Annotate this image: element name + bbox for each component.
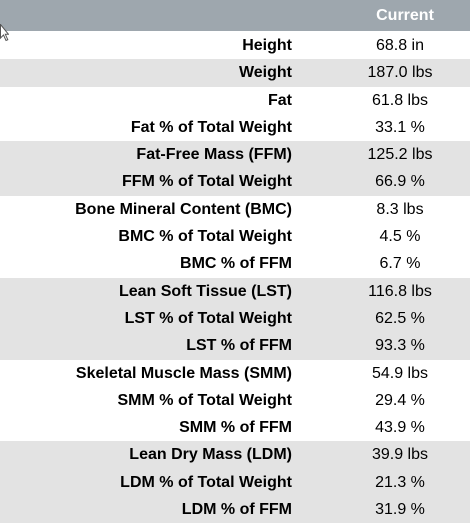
- row-label: LDM % of FFM: [181, 501, 292, 519]
- table-row: Fat-Free Mass (FFM) 125.2 lbs: [0, 141, 470, 169]
- table-row: Lean Soft Tissue (LST) 116.8 lbs: [0, 277, 470, 305]
- table-row: FFM % of Total Weight 66.9 %: [0, 168, 470, 196]
- row-value: 61.8 lbs: [371, 91, 429, 109]
- row-label: Skeletal Muscle Mass (SMM): [75, 364, 292, 382]
- row-value: 62.5 %: [375, 309, 425, 327]
- row-label: FFM % of Total Weight: [121, 173, 292, 191]
- table-row: Fat 61.8 lbs: [0, 86, 470, 114]
- row-label: Fat: [268, 91, 292, 109]
- row-label: BMC % of Total Weight: [118, 228, 292, 246]
- row-value: 93.3 %: [375, 337, 425, 355]
- table-row: Fat % of Total Weight 33.1 %: [0, 113, 470, 142]
- row-label: SMM % of FFM: [179, 419, 292, 437]
- table-row: BMC % of Total Weight 4.5 %: [0, 223, 470, 251]
- table-body: Height 68.8 in Weight 187.0 lbs Fat 61.8 lbs F…: [0, 32, 470, 524]
- table-row: LST % of FFM 93.3 %: [0, 332, 470, 360]
- table-row: SMM % of FFM 43.9 %: [0, 414, 470, 442]
- row-value: 66.9 %: [375, 173, 425, 191]
- row-label: LST % of Total Weight: [124, 309, 292, 327]
- table-row: LDM % of Total Weight 21.3 %: [0, 468, 470, 497]
- table-row: BMC % of FFM 6.7 %: [0, 250, 470, 278]
- row-value: 54.9 lbs: [371, 364, 429, 382]
- row-label: Lean Dry Mass (LDM): [129, 446, 292, 464]
- table-row: Skeletal Muscle Mass (SMM) 54.9 lbs: [0, 359, 470, 387]
- row-value: 8.3 lbs: [376, 200, 424, 218]
- row-value: 68.8 in: [375, 37, 425, 54]
- table-row: SMM % of Total Weight 29.4 %: [0, 386, 470, 415]
- row-label: Bone Mineral Content (BMC): [75, 200, 292, 218]
- row-value: 6.7 %: [379, 255, 421, 273]
- row-value: 116.8 lbs: [368, 282, 432, 300]
- table-row: Height 68.8 in: [0, 32, 470, 60]
- row-value: 29.4 %: [375, 391, 425, 409]
- table-header: Current: [0, 0, 470, 32]
- current-column-header: Current: [376, 7, 434, 24]
- row-value: 4.5 %: [379, 228, 421, 246]
- row-value: 43.9 %: [375, 419, 425, 437]
- row-label: LST % of FFM: [186, 337, 292, 355]
- mouse-pointer-icon: [0, 24, 9, 42]
- row-label: Weight: [238, 64, 292, 82]
- row-label: Fat-Free Mass (FFM): [136, 146, 292, 164]
- row-label: BMC % of FFM: [180, 255, 292, 273]
- row-label: Lean Soft Tissue (LST): [118, 282, 292, 300]
- row-value: 31.9 %: [375, 501, 425, 519]
- row-label: Height: [242, 37, 292, 54]
- row-label: Fat % of Total Weight: [130, 118, 292, 136]
- table-row: Lean Dry Mass (LDM) 39.9 lbs: [0, 441, 470, 469]
- row-value: 187.0 lbs: [367, 64, 433, 82]
- table-row: Bone Mineral Content (BMC) 8.3 lbs: [0, 195, 470, 224]
- row-label: SMM % of Total Weight: [117, 391, 293, 409]
- row-value: 33.1 %: [375, 118, 425, 136]
- table-row: LDM % of FFM 31.9 %: [0, 496, 470, 524]
- table-row: Weight 187.0 lbs: [0, 59, 470, 87]
- row-label: LDM % of Total Weight: [120, 473, 292, 491]
- row-value: 125.2 lbs: [367, 146, 433, 164]
- row-value: 21.3 %: [375, 473, 425, 491]
- row-value: 39.9 lbs: [371, 446, 429, 464]
- table-row: LST % of Total Weight 62.5 %: [0, 304, 470, 333]
